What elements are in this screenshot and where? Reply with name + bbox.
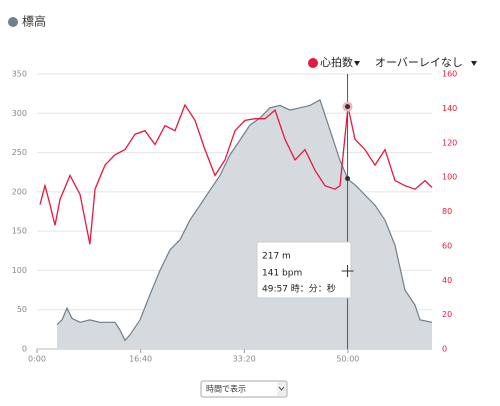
select-arrow-box [277,382,286,396]
tooltip [256,241,352,299]
y-tick-label: 300 [12,109,27,118]
x-tick-label: 0:00 [28,355,46,364]
tooltip-line: 141 bpm [262,269,302,279]
caret [471,61,477,66]
x-tick-label: 33:20 [233,355,256,364]
y-tick-label: 150 [12,227,27,236]
cursor-dot [345,176,351,181]
plot: 0 50 100 150 200 250 300 350 0 20 40 60 80 100 120 140 1… [12,70,458,364]
y-tick-label: 250 [12,148,27,157]
view-select[interactable] [200,380,288,398]
y-tick-label: 50 [17,305,27,314]
legend-dot [308,58,318,68]
tooltip-line: 49:57 時：分：秒 [262,283,336,295]
y-tick-label: 350 [12,70,27,79]
series-select[interactable]: 心拍数 [320,55,353,69]
y2-tick-label: 0 [442,345,447,354]
x-tick-label: 50:00 [336,355,359,364]
overlay-select[interactable]: オーバーレイなし [375,56,463,69]
series-line [39,103,433,245]
legend-dot [8,17,18,27]
y2-tick-label: 20 [442,310,452,319]
series-line [56,99,433,342]
y2-tick-label: 100 [442,173,457,182]
y-tick-label: 200 [12,187,27,196]
select-arrow [278,386,285,391]
caret [354,61,360,66]
tooltip-line: 217 m [262,252,291,262]
view-select-label: 時間で表示 [206,384,246,394]
crosshair [341,265,354,277]
cursor-dot [345,104,351,110]
y-tick-label: 0 [22,345,27,354]
area [56,99,432,350]
y2-tick-label: 40 [442,276,452,285]
legend-label[interactable]: 標高 [22,14,46,29]
y-tick-label: 100 [12,266,27,275]
y2-tick-label: 160 [442,70,457,79]
y2-tick-label: 140 [442,104,457,113]
y2-tick-label: 120 [442,138,457,147]
y2-tick-label: 80 [442,207,452,216]
y2-tick-label: 60 [442,241,452,250]
x-tick-label: 16:40 [129,355,152,364]
